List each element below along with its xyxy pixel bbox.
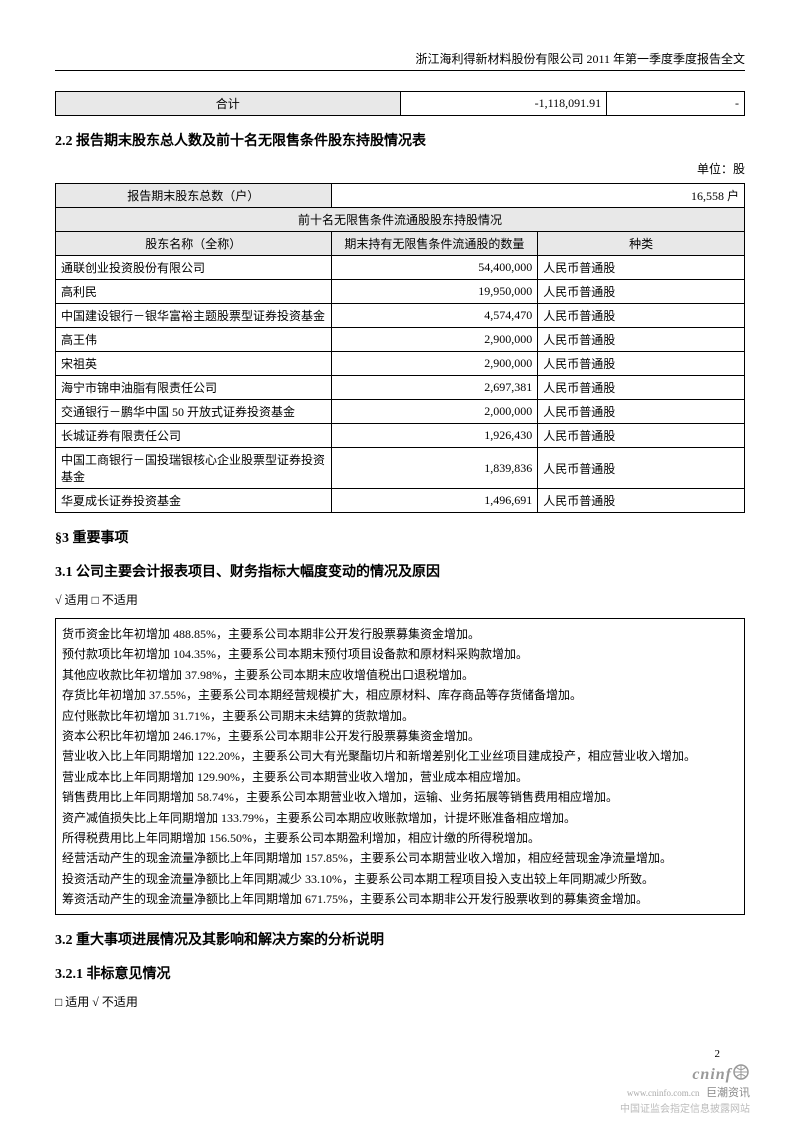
sub-header: 前十名无限售条件流通股股东持股情况 xyxy=(56,208,745,232)
section-2-2-title: 2.2 报告期末股东总人数及前十名无限售条件股东持股情况表 xyxy=(55,130,745,150)
change-line: 应付账款比年初增加 31.71%，主要系公司期末未结算的货款增加。 xyxy=(62,706,738,726)
table-row: 华夏成长证券投资基金1,496,691人民币普通股 xyxy=(56,489,745,513)
change-line: 其他应收款比年初增加 37.98%，主要系公司本期末应收增值税出口退税增加。 xyxy=(62,665,738,685)
section-3-2-1-title: 3.2.1 非标意见情况 xyxy=(55,963,745,983)
change-line: 所得税费用比上年同期增加 156.50%，主要系公司本期盈利增加，相应计缴的所得… xyxy=(62,828,738,848)
cell-qty: 1,496,691 xyxy=(331,489,538,513)
table-row: 长城证券有限责任公司1,926,430人民币普通股 xyxy=(56,424,745,448)
cell-qty: 2,900,000 xyxy=(331,328,538,352)
table-row: 中国工商银行－国投瑞银核心企业股票型证券投资基金1,839,836人民币普通股 xyxy=(56,448,745,489)
shareholder-table: 报告期末股东总数（户） 16,558 户 前十名无限售条件流通股股东持股情况 股… xyxy=(55,183,745,513)
table-row: 高利民19,950,000人民币普通股 xyxy=(56,280,745,304)
section-3-1-title: 3.1 公司主要会计报表项目、财务指标大幅度变动的情况及原因 xyxy=(55,561,745,581)
cell-qty: 1,839,836 xyxy=(331,448,538,489)
cell-type: 人民币普通股 xyxy=(538,352,745,376)
apply-3-2-1: □ 适用 √ 不适用 xyxy=(55,993,745,1010)
cell-name: 中国工商银行－国投瑞银核心企业股票型证券投资基金 xyxy=(56,448,332,489)
cell-type: 人民币普通股 xyxy=(538,424,745,448)
change-line: 营业收入比上年同期增加 122.20%，主要系公司大有光聚酯切片和新增差别化工业… xyxy=(62,746,738,766)
cell-qty: 54,400,000 xyxy=(331,256,538,280)
change-line: 资产减值损失比上年同期增加 133.79%，主要系公司本期应收账款增加，计提坏账… xyxy=(62,808,738,828)
cell-qty: 2,000,000 xyxy=(331,400,538,424)
change-line: 经营活动产生的现金流量净额比上年同期增加 157.85%，主要系公司本期营业收入… xyxy=(62,848,738,868)
cell-name: 高利民 xyxy=(56,280,332,304)
cell-name: 华夏成长证券投资基金 xyxy=(56,489,332,513)
change-line: 货币资金比年初增加 488.85%，主要系公司本期非公开发行股票募集资金增加。 xyxy=(62,624,738,644)
col-qty: 期末持有无限售条件流通股的数量 xyxy=(331,232,538,256)
apply-3-1: √ 适用 □ 不适用 xyxy=(55,591,745,608)
section-3-title: §3 重要事项 xyxy=(55,527,745,547)
cell-name: 长城证券有限责任公司 xyxy=(56,424,332,448)
col-type: 种类 xyxy=(538,232,745,256)
change-line: 资本公积比年初增加 246.17%，主要系公司本期非公开发行股票募集资金增加。 xyxy=(62,726,738,746)
logo-url: www.cninfo.com.cn xyxy=(627,1088,700,1098)
logo-en: cninf xyxy=(692,1066,732,1083)
cell-type: 人民币普通股 xyxy=(538,328,745,352)
change-line: 营业成本比上年同期增加 129.90%，主要系公司本期营业收入增加，营业成本相应… xyxy=(62,767,738,787)
cell-name: 宋祖英 xyxy=(56,352,332,376)
cell-type: 人民币普通股 xyxy=(538,448,745,489)
cell-type: 人民币普通股 xyxy=(538,400,745,424)
total-value2: - xyxy=(607,92,745,116)
cell-qty: 1,926,430 xyxy=(331,424,538,448)
cell-type: 人民币普通股 xyxy=(538,256,745,280)
footer-note: 中国证监会指定信息披露网站 xyxy=(620,1100,750,1115)
cell-name: 交通银行－鹏华中国 50 开放式证券投资基金 xyxy=(56,400,332,424)
table-row: 交通银行－鹏华中国 50 开放式证券投资基金2,000,000人民币普通股 xyxy=(56,400,745,424)
total-value: -1,118,091.91 xyxy=(400,92,607,116)
logo-zh: 巨潮资讯 xyxy=(706,1087,750,1099)
total-table: 合计 -1,118,091.91 - xyxy=(55,91,745,116)
table-row: 宋祖英2,900,000人民币普通股 xyxy=(56,352,745,376)
count-value: 16,558 户 xyxy=(331,184,744,208)
cell-name: 高王伟 xyxy=(56,328,332,352)
globe-icon xyxy=(732,1063,750,1081)
cell-name: 通联创业投资股份有限公司 xyxy=(56,256,332,280)
table-row: 通联创业投资股份有限公司54,400,000人民币普通股 xyxy=(56,256,745,280)
cell-name: 海宁市锦申油脂有限责任公司 xyxy=(56,376,332,400)
total-label: 合计 xyxy=(56,92,401,116)
change-line: 筹资活动产生的现金流量净额比上年同期增加 671.75%，主要系公司本期非公开发… xyxy=(62,889,738,909)
cell-type: 人民币普通股 xyxy=(538,376,745,400)
change-line: 预付款项比年初增加 104.35%，主要系公司本期末预付项目设备款和原材料采购款… xyxy=(62,644,738,664)
section-3-2-title: 3.2 重大事项进展情况及其影响和解决方案的分析说明 xyxy=(55,929,745,949)
change-line: 投资活动产生的现金流量净额比上年同期减少 33.10%，主要系公司本期工程项目投… xyxy=(62,869,738,889)
cell-type: 人民币普通股 xyxy=(538,489,745,513)
unit-label: 单位：股 xyxy=(55,160,745,177)
change-line: 销售费用比上年同期增加 58.74%，主要系公司本期营业收入增加，运输、业务拓展… xyxy=(62,787,738,807)
table-row: 海宁市锦申油脂有限责任公司2,697,381人民币普通股 xyxy=(56,376,745,400)
cell-qty: 2,900,000 xyxy=(331,352,538,376)
table-row: 中国建设银行－银华富裕主题股票型证券投资基金4,574,470人民币普通股 xyxy=(56,304,745,328)
count-label: 报告期末股东总数（户） xyxy=(56,184,332,208)
col-name: 股东名称（全称） xyxy=(56,232,332,256)
cell-qty: 2,697,381 xyxy=(331,376,538,400)
cell-type: 人民币普通股 xyxy=(538,304,745,328)
table-row: 高王伟2,900,000人民币普通股 xyxy=(56,328,745,352)
logo-area: cninf www.cninfo.com.cn 巨潮资讯 xyxy=(627,1063,750,1100)
cell-type: 人民币普通股 xyxy=(538,280,745,304)
change-line: 存货比年初增加 37.55%，主要系公司本期经营规模扩大，相应原材料、库存商品等… xyxy=(62,685,738,705)
changes-box: 货币资金比年初增加 488.85%，主要系公司本期非公开发行股票募集资金增加。预… xyxy=(55,618,745,915)
page-number: 2 xyxy=(715,1048,721,1060)
cell-qty: 4,574,470 xyxy=(331,304,538,328)
cell-name: 中国建设银行－银华富裕主题股票型证券投资基金 xyxy=(56,304,332,328)
page-header: 浙江海利得新材料股份有限公司 2011 年第一季度季度报告全文 xyxy=(55,50,745,71)
cell-qty: 19,950,000 xyxy=(331,280,538,304)
